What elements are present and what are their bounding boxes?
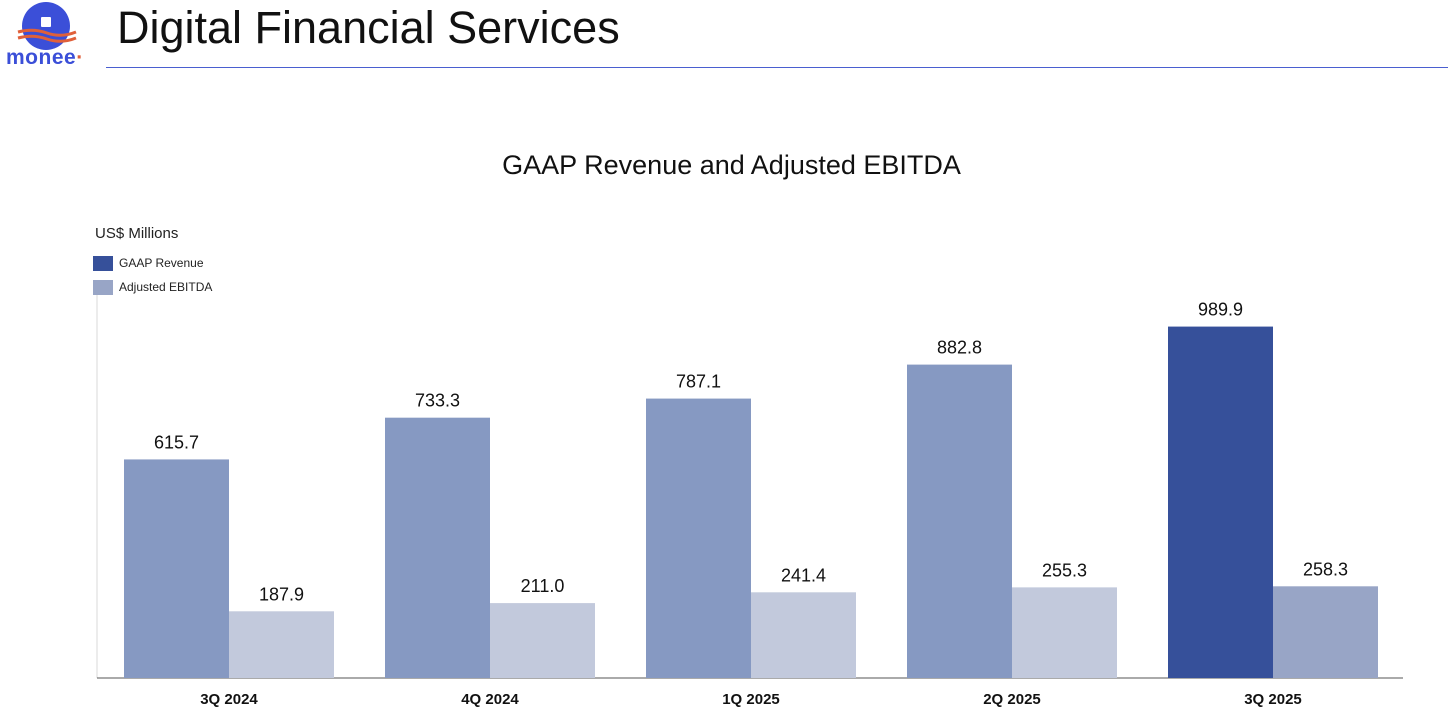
monee-logo: monee· <box>2 0 94 72</box>
bar-gaap-revenue-3q-2024 <box>124 459 229 678</box>
bar-adjusted-ebitda-3q-2025 <box>1273 586 1378 678</box>
logo-waves-icon <box>17 28 77 43</box>
legend-label-gaap-revenue: GAAP Revenue <box>119 256 204 270</box>
logo-square-icon <box>41 17 51 27</box>
x-tick-label-1q-2025: 1Q 2025 <box>722 691 780 708</box>
data-label-gaap-revenue-3q-2025: 989.9 <box>1198 300 1243 320</box>
legend-swatch-adjusted-ebitda <box>93 279 113 295</box>
data-label-gaap-revenue-2q-2025: 882.8 <box>937 338 982 358</box>
data-label-gaap-revenue-3q-2024: 615.7 <box>154 432 199 452</box>
data-label-adjusted-ebitda-3q-2024: 187.9 <box>259 584 304 604</box>
x-tick-label-3q-2024: 3Q 2024 <box>200 691 258 708</box>
data-label-adjusted-ebitda-3q-2025: 258.3 <box>1303 559 1348 579</box>
legend-item-adjusted-ebitda: Adjusted EBITDA <box>93 275 212 299</box>
logo-text: monee· <box>6 46 84 69</box>
page-title: Digital Financial Services <box>117 2 620 53</box>
x-tick-label-3q-2025: 3Q 2025 <box>1244 691 1302 708</box>
legend-label-adjusted-ebitda: Adjusted EBITDA <box>119 280 213 294</box>
x-tick-label-4q-2024: 4Q 2024 <box>461 691 519 708</box>
bar-gaap-revenue-3q-2025 <box>1168 326 1273 678</box>
bar-adjusted-ebitda-1q-2025 <box>751 592 856 678</box>
bar-adjusted-ebitda-3q-2024 <box>229 611 334 678</box>
title-divider <box>106 67 1448 68</box>
bar-adjusted-ebitda-2q-2025 <box>1012 587 1117 678</box>
data-label-adjusted-ebitda-4q-2024: 211.0 <box>521 576 565 596</box>
bar-adjusted-ebitda-4q-2024 <box>490 603 595 678</box>
chart-legend: GAAP Revenue Adjusted EBITDA <box>93 251 212 299</box>
bar-gaap-revenue-2q-2025 <box>907 364 1012 678</box>
data-label-gaap-revenue-1q-2025: 787.1 <box>676 372 721 392</box>
chart-title: GAAP Revenue and Adjusted EBITDA <box>502 150 961 180</box>
y-unit-label: US$ Millions <box>95 225 179 242</box>
data-label-adjusted-ebitda-2q-2025: 255.3 <box>1042 560 1087 580</box>
bar-gaap-revenue-4q-2024 <box>385 417 490 678</box>
x-tick-label-2q-2025: 2Q 2025 <box>983 691 1041 708</box>
bar-gaap-revenue-1q-2025 <box>646 398 751 678</box>
legend-item-gaap-revenue: GAAP Revenue <box>93 251 212 275</box>
data-label-adjusted-ebitda-1q-2025: 241.4 <box>781 565 826 585</box>
logo-circle-icon <box>22 2 70 50</box>
data-label-gaap-revenue-4q-2024: 733.3 <box>415 391 460 411</box>
legend-swatch-gaap-revenue <box>93 255 113 271</box>
